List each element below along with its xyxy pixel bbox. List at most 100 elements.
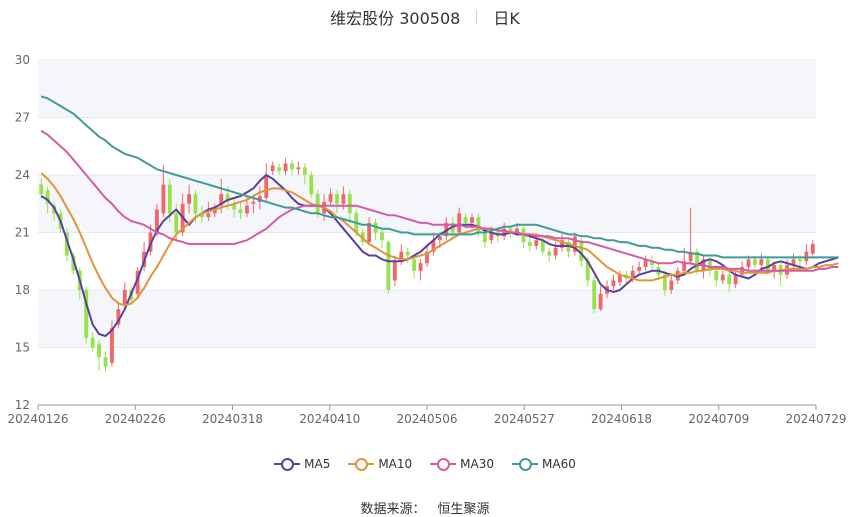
- y-tick-label: 18: [15, 283, 30, 297]
- candle-body: [167, 184, 172, 214]
- series-line-ma60: [40, 95, 839, 259]
- x-tick-label: 20240618: [591, 412, 652, 426]
- legend-swatch-ma5: [274, 457, 301, 471]
- candle-body: [367, 222, 372, 243]
- legend-label-ma5: MA5: [304, 457, 331, 471]
- candle-body: [611, 280, 616, 287]
- candle-body: [392, 261, 397, 281]
- candle-body: [733, 274, 738, 285]
- candle-body: [765, 259, 770, 271]
- candle-body: [662, 274, 667, 290]
- candle-body: [65, 232, 69, 256]
- x-tick-label: 20240126: [7, 412, 68, 426]
- candle-body: [617, 274, 622, 283]
- candle-body: [225, 194, 230, 202]
- candle-body: [270, 165, 275, 172]
- candle-body: [592, 280, 597, 310]
- candle-body: [161, 184, 166, 214]
- period-label: 日K: [493, 9, 520, 28]
- y-tick-label: 24: [15, 168, 30, 182]
- candle-body: [45, 190, 50, 204]
- legend-label-ma60: MA60: [542, 457, 576, 471]
- chart-header: 维宏股份 300508 日K: [0, 6, 850, 28]
- candle-body: [206, 213, 211, 218]
- candle-body: [489, 232, 494, 241]
- candle-body: [309, 175, 314, 195]
- candle-body: [727, 274, 732, 285]
- candle-body: [688, 251, 693, 262]
- chart-title: 维宏股份 300508: [330, 9, 461, 28]
- candle-body: [296, 167, 301, 170]
- candle-body: [315, 194, 320, 214]
- candle-body: [791, 259, 796, 266]
- candle-body: [553, 247, 558, 256]
- candle-body: [39, 184, 44, 195]
- legend[interactable]: MA5 MA10 MA30 MA60: [0, 457, 850, 471]
- candle-body: [232, 203, 237, 210]
- candle-body: [71, 255, 76, 271]
- legend-label-ma30: MA30: [460, 457, 495, 471]
- candle-body: [116, 309, 121, 325]
- candle-body: [212, 209, 217, 214]
- candle-body: [425, 251, 429, 264]
- candle-body: [238, 209, 243, 214]
- legend-item-ma5[interactable]: MA5: [274, 457, 330, 471]
- candle-body: [630, 270, 635, 279]
- candle-body: [110, 328, 114, 363]
- legend-item-ma30[interactable]: MA30: [430, 457, 494, 471]
- candle-body: [457, 213, 462, 233]
- candle-body: [682, 261, 687, 271]
- candle-body: [482, 232, 487, 243]
- candle-body: [335, 194, 339, 204]
- candle-body: [772, 265, 777, 271]
- candle-body: [579, 240, 584, 262]
- candle-body: [155, 209, 159, 233]
- candle-body: [476, 217, 481, 233]
- candle-body: [277, 167, 282, 172]
- candle-body: [399, 251, 404, 262]
- candle-body: [302, 167, 307, 175]
- x-tick-label: 20240729: [785, 412, 846, 426]
- candle-body: [84, 290, 89, 338]
- candle-body: [534, 240, 539, 246]
- x-tick-label: 20240527: [494, 412, 555, 426]
- candle-body: [695, 251, 699, 271]
- candle-body: [598, 293, 603, 310]
- candle-body: [251, 201, 256, 204]
- x-tick-label: 20240226: [105, 412, 166, 426]
- source-label: 数据来源：: [360, 502, 426, 517]
- candle-body: [714, 270, 719, 281]
- candle-body: [515, 228, 519, 233]
- candle-body: [135, 270, 140, 294]
- candle-body: [97, 343, 102, 358]
- candle-body: [418, 263, 423, 271]
- candle-body: [437, 236, 442, 241]
- candle-body: [540, 240, 545, 252]
- legend-swatch-ma30: [430, 457, 457, 471]
- candle-body: [797, 259, 802, 262]
- candle-body: [740, 267, 744, 275]
- candle-body: [502, 228, 507, 237]
- legend-item-ma10[interactable]: MA10: [348, 457, 412, 471]
- candle-body: [759, 259, 764, 266]
- candlestick-chart: 12 15 18 21 24 27 30 20240126 20240226 20240318 20…: [7, 53, 846, 426]
- candle-body: [174, 213, 179, 233]
- candle-body: [200, 213, 204, 218]
- candle-body: [463, 217, 468, 223]
- series-line-ma10: [40, 172, 839, 307]
- candle-body: [347, 194, 352, 214]
- y-tick-label: 27: [15, 111, 30, 125]
- candle-body: [527, 242, 532, 246]
- x-tick-label: 20240318: [202, 412, 263, 426]
- y-tick-label: 15: [15, 341, 30, 355]
- candle-body: [264, 175, 269, 198]
- candle-body: [637, 267, 642, 271]
- candle-body: [245, 205, 249, 214]
- candle-body: [508, 228, 513, 233]
- candle-body: [412, 259, 417, 271]
- source-value: 恒生聚源: [437, 502, 490, 517]
- plot-band: [38, 60, 816, 118]
- legend-swatch-ma10: [348, 457, 375, 471]
- legend-item-ma60[interactable]: MA60: [512, 457, 576, 471]
- candle-body: [341, 194, 346, 204]
